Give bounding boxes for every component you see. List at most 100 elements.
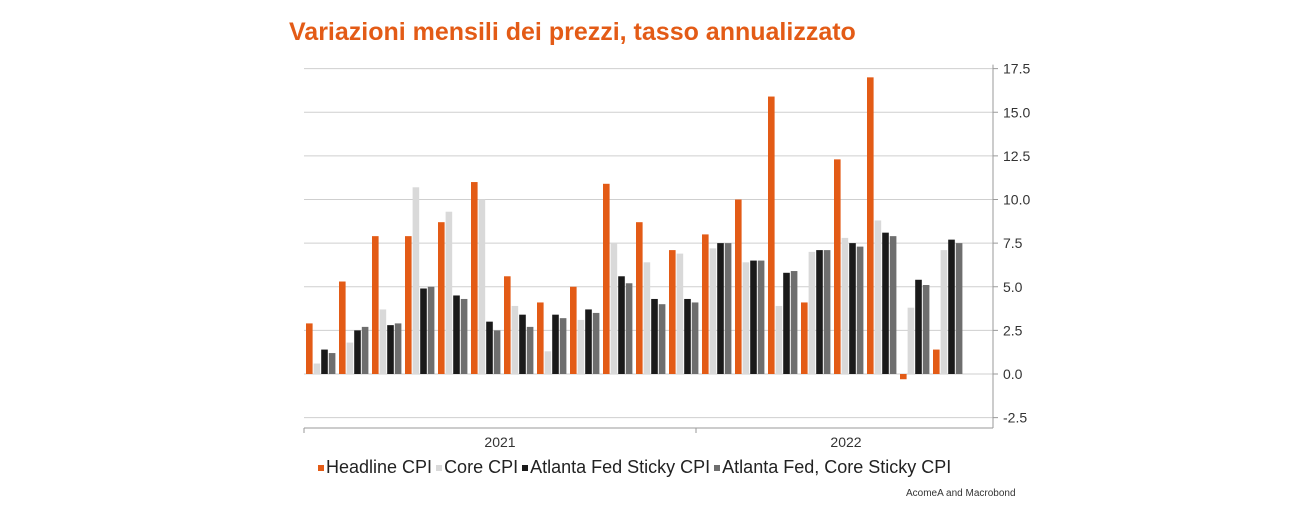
chart-title: Variazioni mensili dei prezzi, tasso ann… — [289, 18, 856, 46]
legend-item: Atlanta Fed Sticky CPI — [522, 457, 710, 478]
bar — [801, 302, 808, 374]
bar — [735, 199, 742, 374]
bar — [790, 271, 798, 374]
bar — [750, 260, 757, 374]
y-tick-label: -2.5 — [1003, 410, 1027, 426]
y-tick-label: 0.0 — [1003, 366, 1023, 382]
bar — [394, 323, 402, 374]
bar — [816, 250, 823, 374]
bar — [445, 211, 453, 374]
chart-legend: Headline CPI Core CPI Atlanta Fed Sticky C… — [318, 457, 955, 478]
bar — [625, 283, 633, 374]
bar — [643, 262, 651, 374]
bar — [544, 351, 552, 374]
legend-label: Headline CPI — [326, 457, 433, 477]
source-note: AcomeA and Macrobond — [906, 488, 1016, 499]
bar — [585, 309, 592, 374]
bar — [955, 243, 963, 374]
bar — [834, 159, 841, 374]
bar — [427, 286, 435, 374]
bar — [412, 187, 420, 374]
legend-item: Atlanta Fed, Core Sticky CPI — [714, 457, 951, 478]
bar — [669, 250, 676, 374]
bar — [889, 236, 897, 374]
bar — [438, 222, 445, 374]
bar — [757, 260, 765, 374]
bar — [471, 182, 478, 374]
bar — [907, 307, 915, 374]
bar — [915, 279, 922, 374]
bar — [933, 349, 940, 374]
bar — [709, 248, 717, 374]
y-tick-label: 12.5 — [1003, 148, 1030, 164]
bar — [610, 243, 618, 374]
bar — [361, 326, 369, 374]
bar — [849, 243, 856, 374]
bar — [808, 251, 816, 374]
bar — [823, 250, 831, 374]
legend-item: Headline CPI — [318, 457, 432, 478]
y-tick-label: 7.5 — [1003, 235, 1023, 251]
bar — [922, 285, 930, 374]
bar — [379, 309, 387, 374]
bar — [775, 305, 783, 374]
bar — [346, 342, 354, 374]
bar — [702, 234, 709, 374]
bar — [684, 298, 691, 374]
bar — [486, 321, 493, 374]
bar — [559, 318, 567, 374]
y-tick-label: 17.5 — [1003, 61, 1030, 77]
bar — [658, 304, 666, 374]
legend-swatch — [714, 464, 721, 471]
bar — [592, 312, 600, 374]
x-group-label: 2021 — [484, 434, 515, 450]
bar — [519, 314, 526, 374]
bar — [537, 302, 544, 374]
legend-swatch — [522, 464, 529, 471]
y-tick-label: 2.5 — [1003, 322, 1023, 338]
bar — [636, 222, 643, 374]
bar — [717, 243, 724, 374]
bar — [372, 236, 379, 374]
y-tick-label: 10.0 — [1003, 192, 1030, 208]
bar — [570, 286, 577, 374]
bar — [460, 298, 468, 374]
bar — [874, 220, 882, 374]
bar — [867, 77, 874, 374]
bar — [405, 236, 412, 374]
bar — [724, 243, 732, 374]
legend-label: Atlanta Fed Sticky CPI — [530, 457, 711, 477]
bar — [577, 319, 585, 374]
legend-label: Core CPI — [444, 457, 519, 477]
bar — [339, 281, 346, 374]
bar — [420, 288, 427, 374]
bar — [742, 262, 750, 374]
x-group-label: 2022 — [830, 434, 861, 450]
bar — [321, 349, 328, 374]
bar — [783, 272, 790, 374]
bar — [306, 323, 313, 374]
bar — [504, 276, 511, 374]
bar — [900, 374, 907, 380]
bar — [603, 183, 610, 374]
y-tick-label: 15.0 — [1003, 104, 1030, 120]
bar — [526, 326, 534, 374]
bar — [328, 353, 336, 374]
bar — [882, 232, 889, 374]
bar — [691, 302, 699, 374]
bar — [676, 253, 684, 374]
bar — [856, 246, 864, 374]
legend-swatch — [436, 464, 443, 471]
bar — [478, 199, 486, 374]
bar — [493, 330, 501, 374]
bar — [651, 298, 658, 374]
bar — [511, 305, 519, 374]
bar — [354, 330, 361, 374]
bar — [940, 250, 948, 374]
bar — [841, 237, 849, 374]
bar — [453, 295, 460, 374]
bar — [768, 96, 775, 375]
bar — [552, 314, 559, 374]
legend-swatch — [318, 464, 324, 471]
